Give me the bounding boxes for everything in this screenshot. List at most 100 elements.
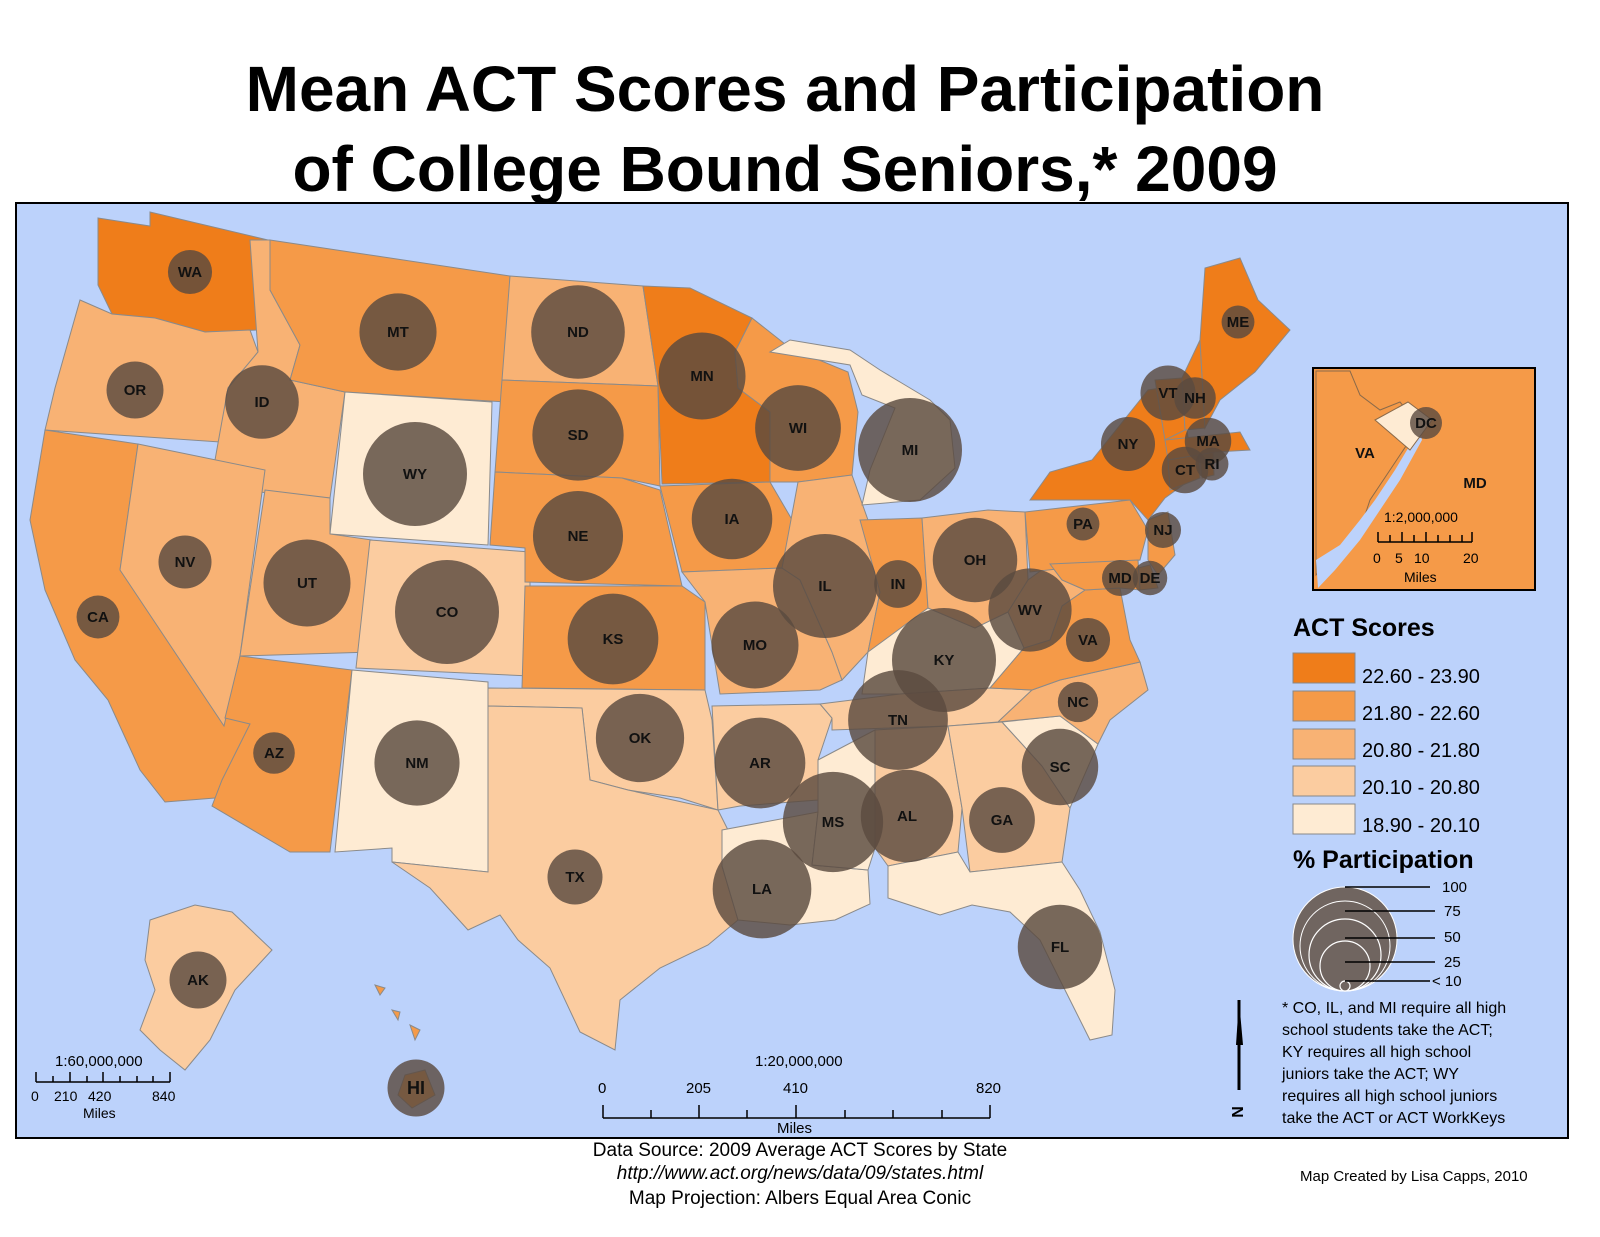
- bubble-me: [1221, 305, 1255, 339]
- bubble-tx: [547, 849, 603, 905]
- state-label-wa: WA: [178, 264, 202, 281]
- bubble-ar: [714, 717, 806, 809]
- state-label-pa: PA: [1073, 516, 1093, 533]
- inset-scale-ratio: 1:2,000,000: [1384, 509, 1458, 525]
- legend-swatch-2: [1292, 690, 1356, 722]
- bubble-az: [253, 732, 295, 774]
- bubble-ga: [969, 787, 1035, 853]
- map-title-line-1: Mean ACT Scores and Participation: [245, 53, 1325, 125]
- inset-label-va: VA: [1355, 445, 1375, 462]
- state-label-ri: RI: [1205, 456, 1220, 473]
- state-label-md: MD: [1108, 570, 1131, 587]
- state-label-sd: SD: [568, 427, 589, 444]
- bubble-mn: [658, 332, 746, 420]
- footnote-line-3: KY requires all high school: [1282, 1044, 1471, 1061]
- bubble-la: [712, 839, 812, 939]
- state-label-va: VA: [1078, 632, 1098, 649]
- bubble-co: [395, 560, 499, 664]
- state-label-mn: MN: [690, 368, 713, 385]
- state-label-tn: TN: [888, 712, 908, 729]
- bubble-fl: [1017, 904, 1103, 990]
- bubble-ak: [169, 951, 227, 1009]
- bubble-mo: [711, 601, 799, 689]
- footnote-line-5: requires all high school juniors: [1282, 1088, 1497, 1105]
- state-label-or: OR: [124, 382, 147, 399]
- inset-tick-0: 0: [1373, 550, 1381, 566]
- bubble-nv: [158, 535, 212, 589]
- bubble-wv: [988, 568, 1072, 652]
- state-label-sc: SC: [1050, 759, 1071, 776]
- state-label-oh: OH: [964, 552, 987, 569]
- main-scale-ratio: 1:20,000,000: [755, 1053, 843, 1070]
- state-label-vt: VT: [1158, 385, 1177, 402]
- inset-label-md: MD: [1463, 475, 1486, 492]
- state-label-ky: KY: [934, 652, 955, 669]
- bubble-oh: [932, 517, 1018, 603]
- main-scale-tick-820: 820: [976, 1080, 1001, 1097]
- state-label-ia: IA: [725, 511, 740, 528]
- state-label-ak: AK: [187, 972, 209, 989]
- state-label-ca: CA: [87, 609, 109, 626]
- bubble-ms: [782, 771, 884, 873]
- bubble-id: [225, 365, 299, 439]
- legend-class-3: 20.80 - 21.80: [1362, 740, 1480, 762]
- state-label-wv: WV: [1018, 602, 1042, 619]
- bubble-de: [1132, 560, 1168, 596]
- bubble-ia: [691, 478, 773, 560]
- bubble-nc: [1057, 681, 1099, 723]
- bubble-tn: [848, 670, 948, 770]
- bubble-al: [860, 769, 954, 863]
- legend-level-lt10: < 10: [1432, 973, 1462, 990]
- bubble-nj: [1144, 511, 1182, 549]
- alaska-scale-ratio: 1:60,000,000: [55, 1053, 143, 1070]
- state-label-la: LA: [752, 881, 772, 898]
- state-label-ct: CT: [1175, 462, 1195, 479]
- legend-participation-title: % Participation: [1293, 846, 1474, 874]
- state-label-ar: AR: [749, 755, 771, 772]
- legend-class-1: 22.60 - 23.90: [1362, 666, 1480, 688]
- state-label-nd: ND: [567, 324, 589, 341]
- bubble-sd: [532, 389, 624, 481]
- state-label-mo: MO: [743, 637, 767, 654]
- legend-swatch-3: [1292, 728, 1356, 760]
- main-scale-tick-0: 0: [598, 1080, 606, 1097]
- main-scale-tick-410: 410: [783, 1080, 808, 1097]
- alaska-scale-tick-0: 0: [31, 1088, 39, 1104]
- state-label-in: IN: [891, 576, 906, 593]
- inset-tick-5: 5: [1395, 550, 1403, 566]
- state-label-ks: KS: [603, 631, 624, 648]
- state-label-ny: NY: [1118, 436, 1139, 453]
- legend-class-4: 20.10 - 20.80: [1362, 777, 1480, 799]
- state-label-hi: HI: [407, 1078, 425, 1098]
- legend-level-75: 75: [1444, 903, 1461, 920]
- bubble-ks: [567, 593, 659, 685]
- state-label-ga: GA: [991, 812, 1014, 829]
- bubble-md: [1101, 559, 1139, 597]
- bubble-wa: [167, 249, 213, 295]
- legend-level-100: 100: [1442, 879, 1467, 896]
- alaska-scale-units: Miles: [83, 1105, 116, 1121]
- legend-class-5: 18.90 - 20.10: [1362, 815, 1480, 837]
- alaska-scale-bar: 1:60,000,000 0 210 420 840 Miles: [31, 1053, 176, 1121]
- state-label-mi: MI: [902, 442, 919, 459]
- bubble-pa: [1066, 507, 1100, 541]
- footnote-line-2: school students take the ACT;: [1282, 1022, 1493, 1039]
- state-label-mt: MT: [387, 324, 409, 341]
- bubble-ut: [263, 539, 351, 627]
- state-label-al: AL: [897, 808, 917, 825]
- legend-swatch-4: [1292, 765, 1356, 797]
- state-label-co: CO: [436, 604, 459, 621]
- map-projection: Map Projection: Albers Equal Area Conic: [628, 1188, 972, 1209]
- bubble-mt: [359, 293, 437, 371]
- bubble-in: [874, 560, 922, 608]
- state-label-ne: NE: [568, 528, 589, 545]
- bubble-nm: [374, 720, 460, 806]
- alaska-scale-tick-210: 210: [54, 1088, 78, 1104]
- dc-bubble: [1410, 407, 1442, 439]
- bubble-nh: [1174, 377, 1216, 419]
- state-label-nh: NH: [1184, 390, 1206, 407]
- dc-inset: DC VA MD 1:2,000,000 0 5 10 20 Miles: [1312, 367, 1536, 591]
- main-scale-tick-205: 205: [686, 1080, 711, 1097]
- act-scores-legend: ACT Scores 22.60 - 23.90 21.80 - 22.60 2…: [1292, 614, 1480, 837]
- state-label-ms: MS: [822, 814, 845, 831]
